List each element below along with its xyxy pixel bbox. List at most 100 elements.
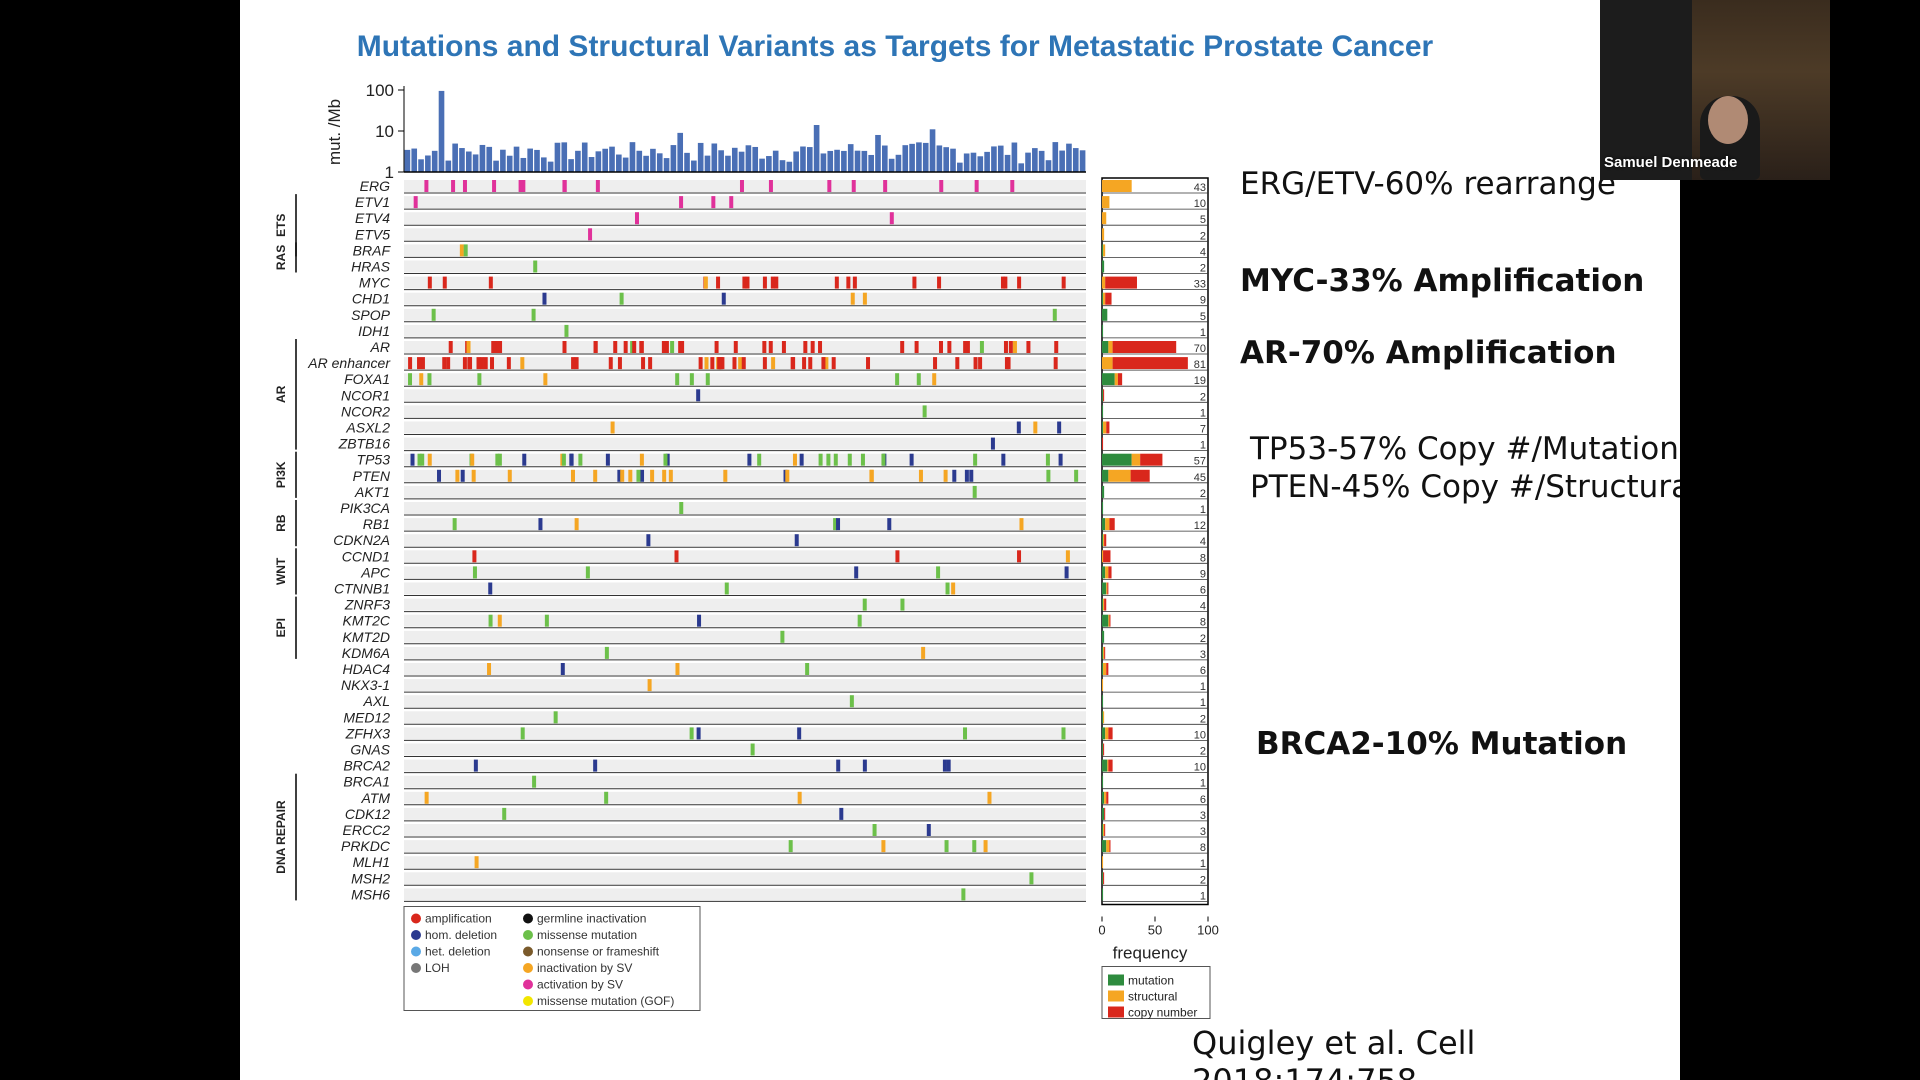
gene-label-etv4: ETV4 <box>355 210 390 226</box>
alteration-mark <box>689 373 694 386</box>
gene-label-rb1: RB1 <box>363 516 390 532</box>
freq-bar-copy-number <box>1103 389 1105 402</box>
alteration-mark <box>909 453 914 466</box>
tmb-bar <box>827 150 834 172</box>
gene-label-prkdc: PRKDC <box>341 838 391 854</box>
freq-bar-copy-number <box>1103 550 1111 563</box>
alteration-mark <box>983 840 988 853</box>
alteration-mark <box>604 646 609 659</box>
slide-title: Mutations and Structural Variants as Tar… <box>356 30 1434 63</box>
alteration-mark <box>663 453 668 466</box>
tmb-bar <box>404 149 411 172</box>
alteration-mark <box>978 357 983 370</box>
tmb-bar <box>888 158 895 172</box>
group-label-epi: EPI <box>274 618 288 637</box>
alteration-mark <box>640 469 645 482</box>
gene-track-brca2 <box>404 759 1086 772</box>
gene-track-idh1 <box>404 324 1086 337</box>
freq-bar-mutation <box>1102 743 1104 756</box>
tmb-bar <box>520 157 527 172</box>
alteration-mark <box>847 453 852 466</box>
alteration-mark <box>912 276 917 289</box>
alteration-mark <box>1016 421 1021 434</box>
freq-bar-mutation <box>1102 888 1104 901</box>
tmb-bar <box>493 160 499 172</box>
gene-label-tp53: TP53 <box>357 452 391 468</box>
tmb-bar <box>643 155 649 172</box>
gene-label-axl: AXL <box>363 693 390 709</box>
alteration-mark <box>427 373 432 386</box>
tmb-bar <box>1072 148 1079 172</box>
tmb-bar <box>506 155 513 172</box>
alteration-mark <box>646 534 651 547</box>
alteration-mark <box>595 180 600 192</box>
freq-count-ccnd1: 8 <box>1200 552 1206 564</box>
alteration-mark <box>696 389 701 402</box>
alteration-mark <box>945 582 950 595</box>
alteration-mark <box>522 453 527 466</box>
alteration-mark <box>619 292 624 305</box>
alteration-mark <box>973 357 978 370</box>
tmb-bar <box>629 142 636 172</box>
alteration-mark <box>472 550 477 563</box>
gene-track-msh2 <box>404 872 1086 885</box>
tmb-bar <box>568 159 574 172</box>
tmb-bar <box>663 158 670 172</box>
alteration-mark <box>664 341 669 353</box>
alteration-mark <box>785 469 790 482</box>
gene-track-pik3ca <box>404 502 1086 514</box>
tmb-bar <box>847 144 854 172</box>
tmb-bar <box>854 150 861 172</box>
alteration-mark <box>921 646 926 659</box>
freq-bar-structural <box>1108 469 1131 482</box>
alteration-mark <box>420 453 425 466</box>
webcam-tile[interactable]: Samuel Denmeade <box>1600 0 1830 180</box>
alteration-mark <box>543 373 548 386</box>
gene-track-ccnd1 <box>404 550 1086 563</box>
alteration-mark <box>916 373 921 386</box>
gene-track-spop <box>404 308 1086 321</box>
gene-label-hdac4: HDAC4 <box>343 661 391 677</box>
alteration-mark <box>979 341 984 353</box>
freq-bar-copy-number <box>1102 437 1104 450</box>
tmb-bar <box>936 145 943 172</box>
alteration-mark <box>762 341 767 353</box>
legend-dot-loh <box>411 963 421 973</box>
gene-label-zbtb16: ZBTB16 <box>338 436 391 452</box>
gene-label-kdm6a: KDM6A <box>342 645 390 661</box>
alteration-mark <box>887 518 892 531</box>
freq-count-akt1: 2 <box>1200 488 1206 500</box>
tmb-bar <box>547 161 554 172</box>
gene-label-braf: BRAF <box>353 242 392 258</box>
gene-label-gnas: GNAS <box>350 742 390 758</box>
alteration-mark <box>850 292 855 305</box>
tmb-bar <box>527 148 533 172</box>
gene-label-erg: ERG <box>360 178 390 194</box>
alteration-mark <box>427 453 432 466</box>
alteration-mark <box>780 630 785 643</box>
alteration-mark <box>768 341 773 353</box>
tmb-bar <box>636 150 643 172</box>
alteration-mark <box>821 357 826 370</box>
tmb-bar <box>1079 150 1086 172</box>
alteration-mark <box>723 469 728 482</box>
alteration-mark <box>1057 421 1062 434</box>
gene-label-cdkn2a: CDKN2A <box>333 532 390 548</box>
tmb-tick-label: 100 <box>366 81 394 100</box>
freq-bar-mutation <box>1102 502 1104 514</box>
alteration-mark <box>470 453 475 466</box>
tmb-bar <box>704 155 711 172</box>
alteration-mark <box>460 469 465 482</box>
gene-label-msh2: MSH2 <box>351 870 390 886</box>
alteration-mark <box>650 469 655 482</box>
gene-label-zfhx3: ZFHX3 <box>345 725 391 741</box>
tmb-axis-label: mut. /Mb <box>325 99 344 165</box>
alteration-mark <box>604 791 609 804</box>
alteration-mark <box>1019 518 1024 531</box>
alteration-mark <box>704 357 709 370</box>
freq-bar-mutation <box>1102 646 1104 659</box>
freq-bar-copy-number <box>1108 759 1113 772</box>
alteration-mark <box>670 341 675 353</box>
alteration-mark <box>851 180 856 192</box>
